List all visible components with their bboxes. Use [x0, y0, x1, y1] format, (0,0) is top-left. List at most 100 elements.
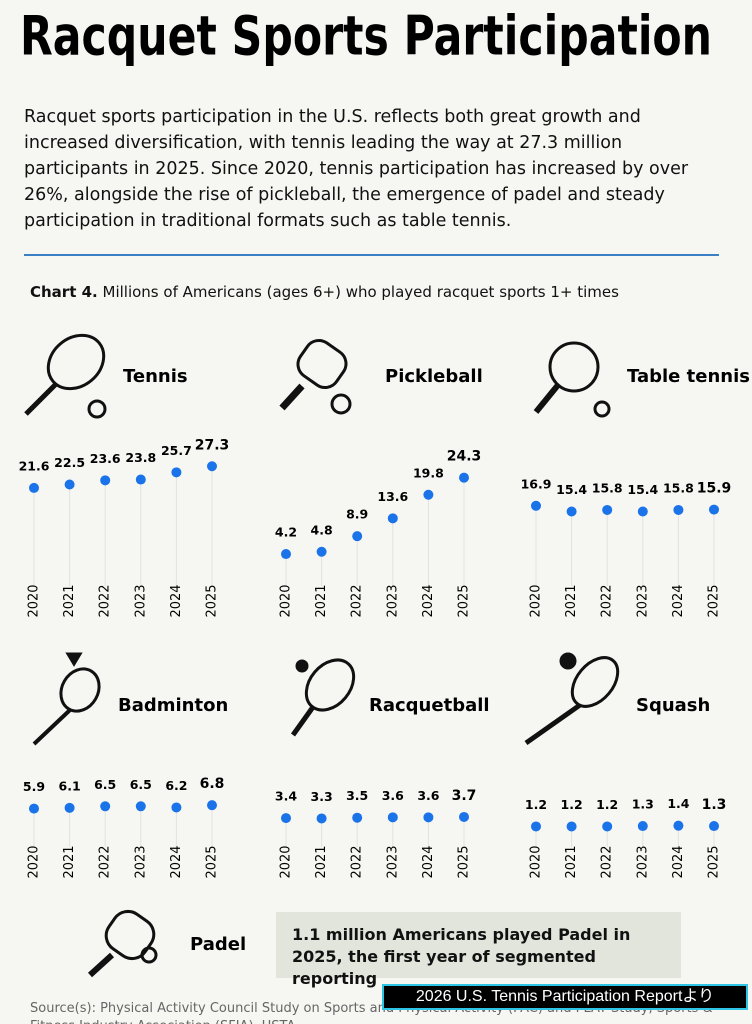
dot: [135, 801, 146, 812]
dot: [64, 802, 75, 813]
dot: [709, 504, 719, 515]
x-tick-label: 2025: [457, 845, 472, 878]
dot: [100, 801, 111, 812]
value-label: 3.3: [311, 789, 333, 804]
value-label: 21.6: [19, 458, 50, 473]
value-label: 6.8: [200, 776, 225, 792]
x-tick-label: 2020: [279, 845, 294, 878]
value-label: 15.8: [592, 480, 623, 495]
x-tick-label: 2024: [421, 845, 436, 878]
dot: [566, 821, 577, 832]
x-tick-label: 2023: [133, 584, 148, 617]
value-label: 8.9: [346, 507, 368, 522]
x-tick-label: 2021: [314, 845, 329, 878]
x-tick-label: 2022: [350, 584, 365, 617]
dot: [64, 479, 75, 490]
x-tick-label: 2024: [421, 584, 436, 617]
dot: [100, 475, 111, 486]
dot: [387, 812, 398, 823]
value-label: 19.8: [413, 465, 444, 480]
x-tick-label: 2022: [98, 845, 113, 878]
x-tick-label: 2024: [671, 584, 686, 617]
value-label: 27.3: [195, 437, 230, 453]
x-tick-label: 2025: [205, 584, 220, 617]
sport-title: Padel: [190, 934, 246, 955]
dot: [673, 820, 684, 831]
x-tick-label: 2023: [635, 845, 650, 878]
dot: [281, 549, 291, 560]
dot: [171, 467, 182, 478]
padel-note: 1.1 million Americans played Padel in 20…: [276, 912, 681, 988]
sport-title: Racquetball: [369, 695, 490, 716]
x-tick-label: 2024: [169, 845, 184, 878]
caption-text: Millions of Americans (ages 6+) who play…: [102, 283, 619, 301]
value-label: 3.6: [417, 788, 439, 803]
x-tick-label: 2021: [564, 584, 579, 617]
value-label: 3.5: [346, 788, 368, 803]
value-label: 23.6: [90, 451, 121, 466]
value-label: 6.5: [130, 777, 152, 792]
value-label: 24.3: [447, 449, 482, 465]
value-label: 6.5: [94, 777, 116, 792]
x-tick-label: 2023: [635, 584, 650, 617]
sport-title: Squash: [636, 695, 710, 716]
value-label: 3.7: [452, 788, 477, 804]
value-label: 4.8: [311, 522, 333, 537]
value-label: 25.7: [161, 443, 192, 458]
x-tick-label: 2020: [27, 845, 42, 878]
dot: [602, 504, 613, 515]
value-label: 6.2: [165, 778, 187, 793]
dot: [29, 803, 39, 814]
dot: [566, 506, 577, 517]
value-label: 4.2: [275, 525, 297, 540]
sport-title: Tennis: [123, 366, 188, 387]
dot: [352, 812, 363, 823]
x-tick-label: 2020: [529, 845, 544, 878]
icon: [24, 333, 620, 978]
dot: [387, 513, 398, 524]
dot: [207, 461, 217, 472]
dot: [673, 504, 684, 515]
dot: [637, 821, 648, 832]
dot: [352, 531, 363, 542]
value-label: 15.9: [697, 481, 732, 497]
x-tick-label: 2020: [27, 584, 42, 617]
x-tick-label: 2020: [529, 584, 544, 617]
x-tick-label: 2025: [457, 584, 472, 617]
dot: [316, 546, 327, 557]
dot: [423, 489, 434, 500]
sport-title: Badminton: [118, 695, 228, 716]
dot: [207, 800, 217, 811]
x-tick-label: 2021: [314, 584, 329, 617]
value-label: 1.3: [702, 797, 727, 813]
value-label: 1.3: [632, 797, 654, 812]
x-tick-label: 2025: [707, 584, 722, 617]
value-label: 1.2: [525, 797, 547, 812]
dot: [709, 821, 719, 832]
x-tick-label: 2022: [600, 845, 615, 878]
x-tick-label: 2024: [671, 845, 686, 878]
x-tick-label: 2022: [600, 584, 615, 617]
dot: [459, 811, 469, 822]
intro-text: Racquet sports participation in the U.S.…: [24, 107, 689, 231]
x-tick-label: 2025: [707, 845, 722, 878]
dot: [135, 474, 146, 485]
dot: [531, 500, 541, 511]
x-tick-label: 2023: [133, 845, 148, 878]
sport-title: Pickleball: [385, 366, 483, 387]
x-tick-label: 2020: [279, 584, 294, 617]
x-tick-label: 2021: [564, 845, 579, 878]
value-label: 3.6: [382, 788, 404, 803]
value-label: 23.8: [125, 450, 156, 465]
value-label: 22.5: [54, 455, 85, 470]
value-label: 5.9: [23, 779, 45, 794]
value-label: 13.6: [377, 489, 408, 504]
dot: [171, 802, 182, 813]
sport-title: Table tennis: [627, 366, 750, 387]
dot: [29, 482, 39, 493]
page-title: Racquet Sports Participation: [20, 5, 712, 68]
x-tick-label: 2022: [350, 845, 365, 878]
value-label: 1.4: [667, 796, 689, 811]
caption-label: Chart 4.: [30, 283, 98, 301]
